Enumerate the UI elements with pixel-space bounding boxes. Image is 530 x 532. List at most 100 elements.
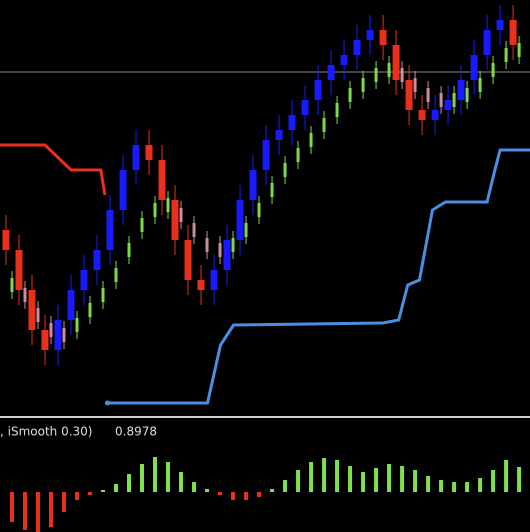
- smooth-bar: [491, 63, 495, 77]
- histogram-bar: [426, 476, 431, 492]
- candle-body: [119, 170, 127, 210]
- histogram-bar: [322, 458, 327, 492]
- candle-body: [431, 110, 439, 120]
- histogram-bar: [9, 492, 14, 522]
- smooth-bar: [244, 223, 248, 237]
- candle-body: [236, 200, 244, 240]
- histogram-bar: [218, 492, 223, 495]
- histogram-bar: [101, 490, 106, 492]
- candle-body: [106, 210, 114, 250]
- smooth-bar: [413, 78, 417, 92]
- smooth-bar: [192, 223, 196, 237]
- stop-line: [0, 143, 107, 196]
- histogram-bar: [504, 460, 509, 492]
- smooth-bar: [517, 43, 521, 57]
- histogram-bar: [517, 467, 522, 492]
- histogram-bar: [244, 492, 249, 500]
- smooth-bar: [387, 63, 391, 77]
- candle-body: [2, 230, 10, 250]
- histogram-bar: [361, 472, 366, 492]
- candle-body: [184, 240, 192, 280]
- smooth-bar: [426, 88, 430, 102]
- candle-body: [197, 280, 205, 290]
- candle-body: [171, 200, 179, 240]
- candle-body: [15, 250, 23, 290]
- histogram-bar: [478, 478, 483, 492]
- histogram-bar: [205, 489, 210, 492]
- smooth-bar: [257, 203, 261, 217]
- smooth-bar: [348, 88, 352, 102]
- candle-body: [223, 240, 231, 270]
- histogram-bar: [166, 462, 171, 492]
- candle-body: [28, 290, 36, 330]
- histogram-bar: [387, 464, 392, 492]
- candle-body: [54, 320, 62, 350]
- smooth-bar: [179, 208, 183, 222]
- candle-body: [483, 30, 491, 55]
- smooth-bar: [361, 78, 365, 92]
- candle-body: [444, 100, 452, 110]
- histogram-bar: [87, 492, 92, 495]
- histogram-bar: [348, 466, 353, 492]
- histogram-bar: [179, 472, 184, 492]
- histogram-bar: [452, 482, 457, 492]
- smooth-bar: [166, 198, 170, 212]
- histogram-bar: [335, 460, 340, 492]
- candle-body: [262, 140, 270, 170]
- histogram-bar: [374, 468, 379, 492]
- indicator-label: , iSmooth 0.30): [0, 425, 92, 439]
- histogram-bar: [400, 466, 405, 492]
- stop-line: [107, 148, 530, 405]
- candle-body: [405, 80, 413, 110]
- candle-body: [392, 45, 400, 80]
- candle-body: [145, 145, 153, 160]
- smooth-bar: [114, 268, 118, 282]
- histogram-bar: [231, 492, 236, 500]
- candle-body: [288, 115, 296, 130]
- histogram-bar: [413, 470, 418, 492]
- smooth-bar: [23, 288, 27, 302]
- histogram-bar: [22, 492, 27, 530]
- smooth-bar: [127, 243, 131, 257]
- candle-body: [340, 55, 348, 65]
- candle-body: [366, 30, 374, 40]
- histogram-bar: [140, 464, 145, 492]
- smooth-bar: [283, 163, 287, 177]
- smooth-bar: [10, 278, 14, 292]
- smooth-bar: [49, 323, 53, 337]
- candle-body: [93, 250, 101, 270]
- smooth-bar: [439, 93, 443, 107]
- smooth-bar: [218, 243, 222, 257]
- candle-body: [379, 30, 387, 45]
- candle-body: [353, 40, 361, 55]
- candle-body: [210, 270, 218, 290]
- candle-body: [509, 20, 517, 45]
- smooth-bar: [153, 203, 157, 217]
- histogram-bar: [439, 480, 444, 492]
- smooth-bar: [270, 183, 274, 197]
- histogram-bar: [61, 492, 66, 512]
- candle-body: [470, 55, 478, 80]
- histogram-bar: [74, 492, 79, 500]
- smooth-bar: [335, 103, 339, 117]
- smooth-bar: [322, 118, 326, 132]
- candle-body: [41, 330, 49, 350]
- candle-body: [314, 80, 322, 100]
- smooth-bar: [374, 68, 378, 82]
- smooth-bar: [400, 68, 404, 82]
- histogram-bar: [465, 482, 470, 492]
- smooth-bar: [504, 48, 508, 62]
- candle-body: [67, 290, 75, 320]
- indicator-value: 0.8978: [115, 425, 157, 439]
- smooth-bar: [231, 238, 235, 252]
- histogram-bar: [127, 474, 132, 492]
- smooth-bar: [75, 318, 79, 332]
- smooth-bar: [36, 308, 40, 322]
- smooth-bar: [101, 288, 105, 302]
- histogram-bar: [296, 470, 301, 492]
- candle-body: [249, 170, 257, 200]
- candle-body: [457, 80, 465, 100]
- candle-body: [301, 100, 309, 115]
- histogram-bar: [48, 492, 53, 527]
